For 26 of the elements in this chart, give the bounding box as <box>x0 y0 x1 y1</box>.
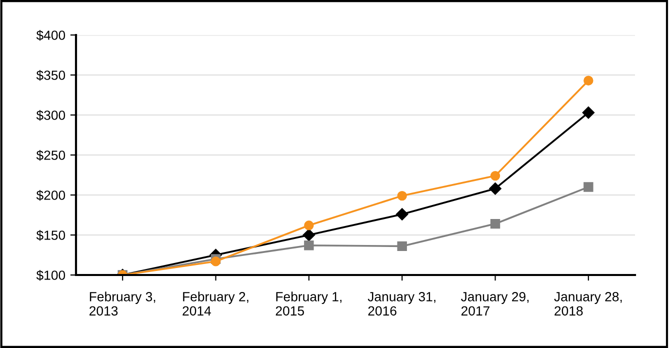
point <box>210 256 221 266</box>
point <box>584 76 594 86</box>
point <box>582 106 595 119</box>
point <box>397 190 407 201</box>
point <box>304 240 314 250</box>
y-tick-label: $100 <box>36 270 66 281</box>
x-tick-label: January 29, 2017 <box>460 292 529 316</box>
x-tick-label: February 2, 2014 <box>182 292 248 316</box>
point <box>302 228 316 242</box>
x-tick-label: February 1, 2015 <box>276 292 342 316</box>
x-tick-label: February 3, 2013 <box>90 292 156 316</box>
point <box>489 182 502 195</box>
point <box>397 241 407 252</box>
y-tick-label: $250 <box>36 150 66 161</box>
point <box>304 220 314 230</box>
y-tick-label: $400 <box>36 30 66 41</box>
point <box>396 208 408 220</box>
point <box>490 218 500 229</box>
y-tick-label: $300 <box>36 110 66 121</box>
x-tick-label: January 28, 2018 <box>554 292 622 316</box>
x-tick-label: January 31, 2016 <box>368 292 436 316</box>
y-tick-label: $350 <box>36 70 66 81</box>
y-tick-label: $200 <box>36 190 66 201</box>
point <box>490 170 500 181</box>
y-tick-label: $150 <box>36 230 66 241</box>
point <box>584 182 594 192</box>
